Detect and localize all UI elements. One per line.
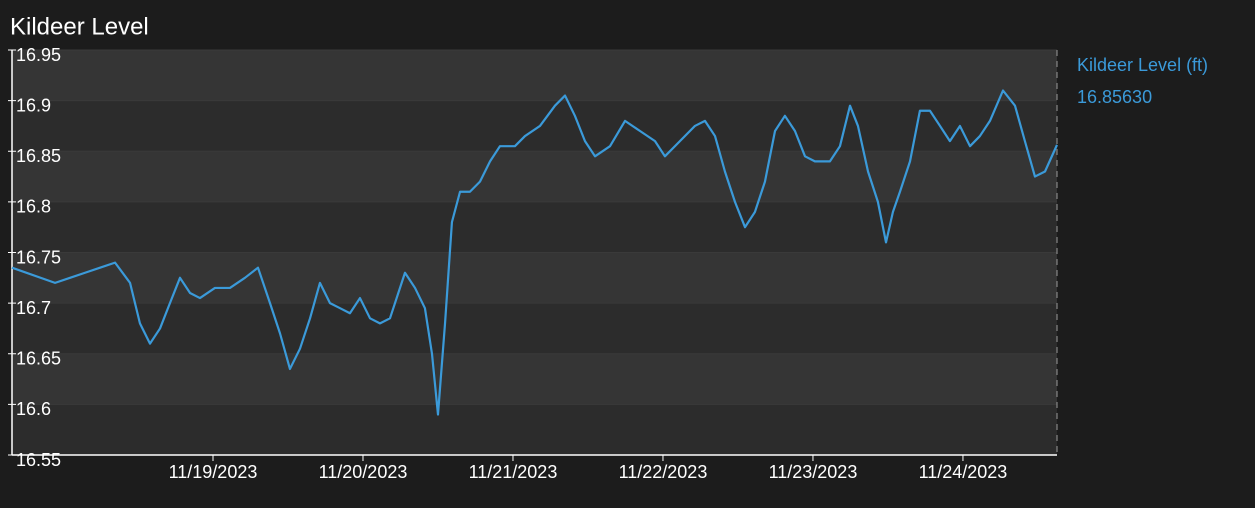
y-tick-label: 16.95	[16, 45, 61, 65]
data-line	[11, 89, 1059, 416]
chart-title: Kildeer Level	[10, 13, 149, 40]
y-tick-label: 16.8	[16, 197, 51, 217]
y-tick-label: 16.65	[16, 349, 61, 369]
y-tick-label: 16.9	[16, 95, 51, 115]
x-tick-label: 11/23/2023	[769, 462, 858, 482]
y-tick-label: 16.85	[16, 146, 61, 166]
y-tick-label: 16.75	[16, 247, 61, 267]
x-tick-label: 11/21/2023	[469, 462, 558, 482]
x-tick-label: 11/24/2023	[919, 462, 1008, 482]
y-tick-label: 16.6	[16, 399, 51, 419]
legend-label: Kildeer Level (ft)	[1077, 55, 1208, 75]
x-tick-label: 11/22/2023	[619, 462, 708, 482]
legend-readout: 16.85630	[1077, 87, 1152, 107]
grid-band	[12, 100, 1057, 152]
grid-band	[12, 353, 1057, 405]
y-tick-label: 16.7	[16, 298, 51, 318]
grid-band	[12, 50, 1057, 101]
grid-band	[12, 201, 1057, 253]
x-tick-label: 11/19/2023	[169, 462, 258, 482]
y-tick-label: 16.55	[16, 450, 61, 470]
grid-band	[12, 151, 1057, 202]
x-tick-label: 11/20/2023	[319, 462, 408, 482]
grid-band	[12, 404, 1057, 455]
grid-band	[12, 252, 1057, 304]
grid-band	[12, 303, 1057, 354]
